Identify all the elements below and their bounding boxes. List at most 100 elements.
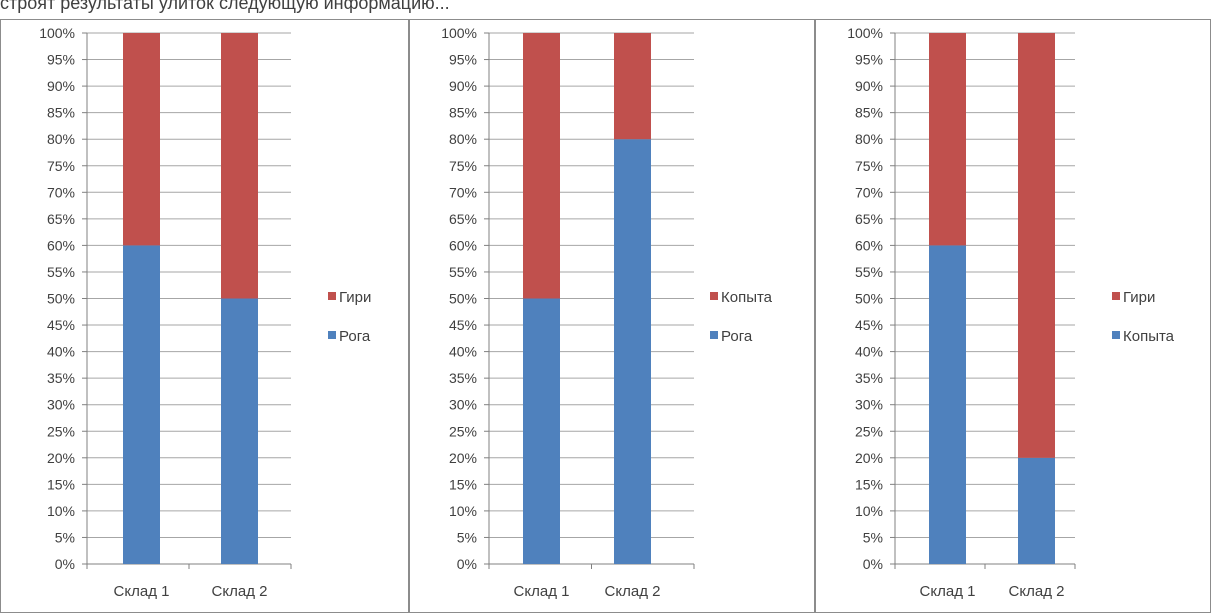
bar-top-segment: [523, 33, 560, 299]
y-tick-label: 35%: [47, 370, 75, 386]
y-tick-label: 0%: [863, 556, 883, 572]
legend-swatch: [710, 331, 718, 339]
legend-label: Рога: [721, 328, 753, 345]
y-tick-label: 70%: [855, 184, 883, 200]
bar-bottom-segment: [614, 139, 651, 564]
y-tick-label: 95%: [855, 52, 883, 68]
y-tick-label: 70%: [47, 184, 75, 200]
y-tick-label: 15%: [855, 476, 883, 492]
y-tick-label: 10%: [47, 503, 75, 519]
legend-swatch: [1112, 292, 1120, 300]
bar-top-segment: [123, 33, 160, 246]
y-tick-label: 0%: [55, 556, 75, 572]
y-tick-label: 80%: [855, 131, 883, 147]
y-tick-label: 30%: [47, 397, 75, 413]
y-tick-label: 50%: [855, 291, 883, 307]
y-tick-label: 45%: [855, 317, 883, 333]
legend-label: Копыта: [721, 289, 773, 306]
y-tick-label: 70%: [449, 184, 477, 200]
y-tick-label: 50%: [449, 291, 477, 307]
chart-frame: [815, 19, 1211, 613]
y-tick-label: 65%: [47, 211, 75, 227]
y-tick-label: 25%: [855, 423, 883, 439]
chart-frame: [409, 19, 815, 613]
bar-bottom-segment: [523, 298, 560, 564]
y-tick-label: 100%: [441, 25, 477, 41]
legend-swatch: [1112, 331, 1120, 339]
x-category-label: Склад 2: [212, 583, 268, 600]
y-tick-label: 40%: [449, 344, 477, 360]
y-tick-label: 15%: [47, 476, 75, 492]
y-tick-label: 20%: [449, 450, 477, 466]
bar-bottom-segment: [929, 245, 966, 564]
y-tick-label: 5%: [55, 529, 75, 545]
x-category-label: Склад 2: [605, 583, 661, 600]
y-tick-label: 100%: [39, 25, 75, 41]
y-tick-label: 90%: [47, 78, 75, 94]
y-tick-label: 40%: [855, 344, 883, 360]
y-tick-label: 55%: [855, 264, 883, 280]
bar-top-segment: [1018, 33, 1055, 458]
bar-top-segment: [221, 33, 258, 299]
y-tick-label: 65%: [449, 211, 477, 227]
y-tick-label: 100%: [847, 25, 883, 41]
y-tick-label: 85%: [449, 105, 477, 121]
y-tick-label: 60%: [855, 237, 883, 253]
chart-frame: [0, 19, 409, 613]
y-tick-label: 45%: [47, 317, 75, 333]
y-tick-label: 15%: [449, 476, 477, 492]
x-category-label: Склад 2: [1009, 583, 1065, 600]
y-tick-label: 85%: [855, 105, 883, 121]
y-tick-label: 50%: [47, 291, 75, 307]
y-tick-label: 35%: [855, 370, 883, 386]
y-tick-label: 90%: [855, 78, 883, 94]
y-tick-label: 45%: [449, 317, 477, 333]
y-tick-label: 65%: [855, 211, 883, 227]
chart-3: 0% 5% 10% 15% 20% 25% 30% 35% 40% 45% 50% 55% 60% 65%…: [815, 19, 1211, 613]
y-tick-label: 30%: [855, 397, 883, 413]
bar-bottom-segment: [221, 298, 258, 564]
y-tick-label: 90%: [449, 78, 477, 94]
header-text: строят результаты улиток следующую инфор…: [0, 0, 450, 13]
y-tick-label: 75%: [47, 158, 75, 174]
legend-swatch: [710, 292, 718, 300]
y-tick-label: 5%: [457, 529, 477, 545]
legend-label: Гири: [339, 289, 371, 306]
y-tick-label: 80%: [47, 131, 75, 147]
legend-label: Копыта: [1123, 328, 1175, 345]
y-tick-label: 10%: [449, 503, 477, 519]
bar-bottom-segment: [123, 245, 160, 564]
y-tick-label: 5%: [863, 529, 883, 545]
y-tick-label: 60%: [47, 237, 75, 253]
y-tick-label: 35%: [449, 370, 477, 386]
y-tick-label: 55%: [449, 264, 477, 280]
y-tick-label: 20%: [855, 450, 883, 466]
bar-top-segment: [614, 33, 651, 140]
chart-1: 0% 5% 10% 15% 20% 25% 30% 35% 40% 45% 50% 55% 60% 65%…: [0, 19, 409, 613]
x-category-label: Склад 1: [514, 583, 570, 600]
bar-top-segment: [929, 33, 966, 246]
legend-label: Рога: [339, 328, 371, 345]
legend-label: Гири: [1123, 289, 1155, 306]
y-tick-label: 20%: [47, 450, 75, 466]
y-tick-label: 40%: [47, 344, 75, 360]
y-tick-label: 55%: [47, 264, 75, 280]
legend-swatch: [328, 292, 336, 300]
y-tick-label: 25%: [47, 423, 75, 439]
y-tick-label: 10%: [855, 503, 883, 519]
bar-bottom-segment: [1018, 457, 1055, 564]
x-category-label: Склад 1: [920, 583, 976, 600]
y-tick-label: 0%: [457, 556, 477, 572]
x-category-label: Склад 1: [114, 583, 170, 600]
y-tick-label: 75%: [449, 158, 477, 174]
y-tick-label: 85%: [47, 105, 75, 121]
legend-swatch: [328, 331, 336, 339]
y-tick-label: 75%: [855, 158, 883, 174]
chart-2: 0% 5% 10% 15% 20% 25% 30% 35% 40% 45% 50% 55% 60% 65%…: [409, 19, 815, 613]
y-tick-label: 25%: [449, 423, 477, 439]
y-tick-label: 95%: [47, 52, 75, 68]
y-tick-label: 80%: [449, 131, 477, 147]
y-tick-label: 95%: [449, 52, 477, 68]
y-tick-label: 60%: [449, 237, 477, 253]
